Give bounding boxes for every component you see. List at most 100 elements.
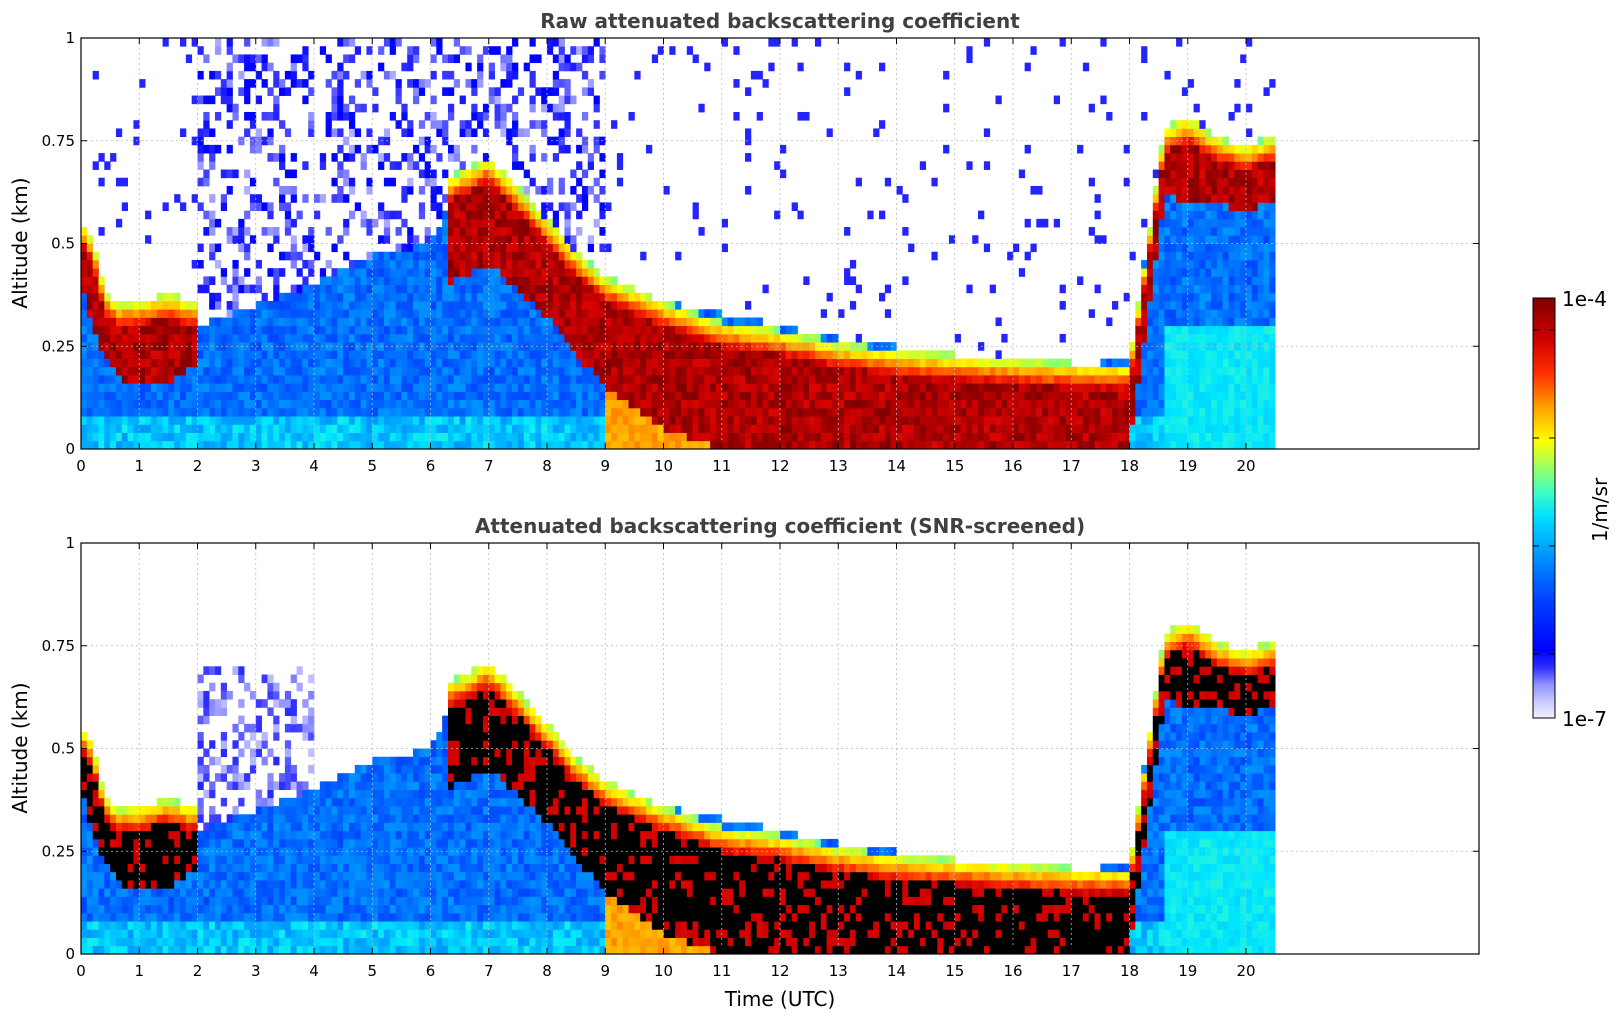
heatmap-cell [255, 54, 262, 64]
heatmap-cell [1234, 375, 1241, 384]
heatmap-cell [180, 333, 187, 343]
heatmap-cell [640, 375, 647, 384]
heatmap-cell [319, 268, 327, 277]
heatmap-cell [727, 440, 734, 449]
heatmap-cell [1176, 342, 1183, 351]
heatmap-cell [424, 317, 431, 327]
heatmap-cell [605, 317, 612, 327]
heatmap-cell [529, 103, 536, 113]
heatmap-cell [1030, 375, 1037, 384]
heatmap-cell [587, 424, 594, 433]
heatmap-cell [564, 350, 571, 359]
heatmap-cell [343, 177, 350, 187]
heatmap-cell [378, 358, 385, 368]
heatmap-cell [255, 284, 262, 294]
heatmap-cell [890, 432, 897, 442]
heatmap-cell [780, 325, 787, 335]
heatmap-cell [360, 342, 367, 351]
heatmap-cell [418, 251, 426, 261]
heatmap-cell [430, 301, 437, 310]
heatmap-cell [552, 79, 560, 88]
heatmap-cell [739, 375, 746, 384]
heatmap-cell [820, 391, 827, 401]
heatmap-cell [162, 432, 169, 442]
heatmap-cell [517, 333, 525, 343]
heatmap-cell [1036, 407, 1043, 417]
heatmap-cell [1199, 333, 1206, 343]
heatmap-cell [774, 432, 781, 442]
heatmap-cell [535, 383, 542, 392]
heatmap-cell [605, 276, 612, 285]
heatmap-cell [284, 416, 292, 425]
heatmap-cell [127, 366, 134, 376]
heatmap-cell [943, 383, 950, 392]
heatmap-cell [249, 120, 257, 129]
heatmap-cell [523, 358, 530, 368]
heatmap-cell [180, 375, 187, 384]
heatmap-cell [185, 432, 193, 442]
heatmap-cell [92, 350, 99, 359]
heatmap-cell [849, 301, 857, 310]
heatmap-cell [488, 391, 495, 401]
heatmap-cell [558, 202, 565, 212]
heatmap-cell [214, 375, 222, 384]
heatmap-cell [587, 375, 594, 384]
heatmap-cell [267, 383, 274, 392]
heatmap-cell [966, 284, 973, 294]
heatmap-cell [81, 391, 88, 401]
heatmap-cell [547, 177, 554, 187]
heatmap-cell [372, 432, 379, 442]
heatmap-cell [372, 383, 379, 392]
heatmap-cell [494, 284, 501, 294]
heatmap-cell [325, 383, 332, 392]
heatmap-cell [552, 432, 560, 442]
heatmap-cell [209, 407, 216, 417]
heatmap-cell [1187, 243, 1194, 253]
heatmap-cell [995, 399, 1002, 409]
heatmap-cell [581, 54, 589, 64]
heatmap-cell [430, 169, 437, 179]
heatmap-cell [692, 391, 699, 401]
heatmap-cell [337, 103, 344, 113]
heatmap-cell [774, 325, 781, 335]
heatmap-cell [354, 103, 361, 113]
heatmap-cell [418, 391, 426, 401]
heatmap-cell [692, 399, 699, 409]
heatmap-cell [844, 350, 851, 359]
heatmap-cell [482, 103, 490, 113]
heatmap-cell [1042, 399, 1049, 409]
heatmap-cell [1094, 210, 1101, 220]
heatmap-cell [517, 317, 525, 327]
heatmap-cell [284, 325, 292, 335]
heatmap-cell [1240, 268, 1247, 277]
heatmap-cell [675, 399, 682, 409]
heatmap-cell [395, 440, 402, 449]
heatmap-cell [127, 342, 134, 351]
heatmap-cell [133, 391, 140, 401]
heatmap-cell [314, 432, 321, 442]
heatmap-cell [1065, 440, 1072, 449]
heatmap-cell [686, 358, 694, 368]
heatmap-cell [447, 292, 455, 302]
heatmap-cell [995, 407, 1002, 417]
heatmap-cell [255, 136, 262, 146]
heatmap-cell [1007, 391, 1014, 401]
heatmap-cell [1251, 259, 1259, 269]
heatmap-cell [593, 325, 600, 335]
heatmap-cell [296, 375, 303, 384]
heatmap-cell [389, 350, 396, 359]
heatmap-cell [1007, 358, 1014, 368]
heatmap-cell [774, 38, 781, 47]
heatmap-cell [704, 358, 711, 368]
heatmap-cell [1240, 350, 1247, 359]
heatmap-cell [115, 424, 123, 433]
heatmap-cell [1042, 383, 1049, 392]
heatmap-cell [937, 440, 944, 449]
heatmap-cell [966, 54, 973, 64]
heatmap-cell [453, 210, 461, 220]
heatmap-cell [611, 276, 618, 285]
heatmap-cell [1205, 153, 1212, 162]
heatmap-cell [1246, 38, 1253, 47]
heatmap-cell [244, 375, 251, 384]
heatmap-cell [447, 375, 455, 384]
